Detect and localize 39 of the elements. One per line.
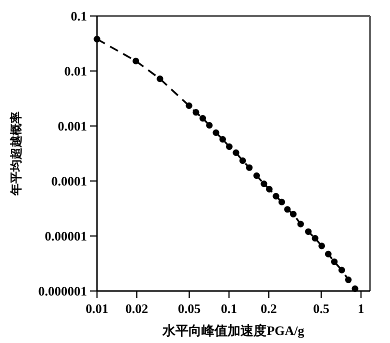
y-tick-label: 0.1 [70, 8, 87, 24]
point [284, 206, 291, 213]
point [186, 102, 192, 109]
point [253, 172, 260, 179]
y-tick-label: 0.0001 [51, 174, 87, 188]
x-tick-label: 0.1 [220, 301, 238, 316]
point [305, 228, 312, 235]
x-axis-title: 水平向峰值加速度PGA/g [162, 323, 305, 338]
point [345, 276, 352, 284]
point [324, 250, 332, 258]
point [352, 285, 358, 292]
y-tick-label: 0.001 [58, 118, 87, 134]
x-tick-label: 0.01 [86, 301, 108, 316]
x-tick-label: 0.5 [313, 301, 330, 316]
point [272, 192, 280, 200]
y-tick-label: 0.00001 [44, 228, 87, 244]
y-axis-title: 年平均超越概率 [9, 112, 23, 196]
y-tick-label: 0.01 [64, 64, 87, 78]
point [338, 266, 346, 274]
point [331, 258, 338, 266]
point [278, 198, 286, 206]
x-tick-label: 1 [358, 301, 364, 316]
point [199, 115, 206, 122]
x-tick-label: 0.02 [125, 301, 148, 316]
point [226, 143, 233, 150]
point [212, 129, 220, 136]
y-tick-label: 0.000001 [38, 284, 87, 298]
point [266, 186, 273, 192]
point [297, 220, 304, 228]
point [246, 164, 253, 171]
point [312, 234, 318, 242]
point [318, 242, 326, 250]
x-tick-label: 0.05 [178, 301, 202, 316]
x-tick-label: 0.2 [260, 301, 277, 316]
point [219, 136, 226, 143]
point [206, 122, 213, 129]
point [239, 157, 246, 164]
point [192, 109, 200, 116]
point [232, 149, 240, 156]
